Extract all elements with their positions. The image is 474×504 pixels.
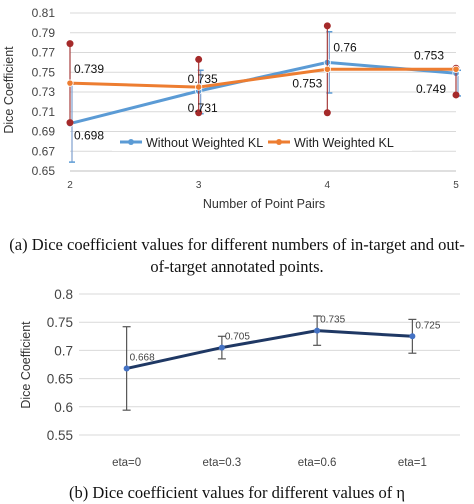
chart-a-data-labels: 0.698 0.731 0.76 0.749 0.739 0.735 0.753 0.753 — [74, 40, 446, 142]
error-cap-bottom — [66, 119, 74, 127]
data-label: 0.76 — [333, 40, 357, 54]
x-tick-label: 4 — [325, 180, 331, 191]
y-tick-label: 0.6 — [54, 400, 73, 415]
series-point — [323, 65, 331, 73]
y-tick-label: 0.67 — [32, 144, 56, 158]
data-label: 0.705 — [225, 332, 250, 343]
x-tick-label: 3 — [196, 180, 202, 191]
error-cap-bottom — [323, 109, 331, 117]
chart-a-x-ticks: 2 3 4 5 — [67, 180, 459, 191]
y-tick-label: 0.71 — [32, 105, 56, 119]
series-point — [452, 65, 460, 73]
y-tick-label: 0.55 — [47, 428, 73, 443]
y-tick-label: 0.77 — [32, 46, 56, 60]
chart-b-x-ticks: eta=0 eta=0.3 eta=0.6 eta=1 — [112, 457, 427, 469]
chart-b-caption: (b) Dice coefficient values for differen… — [68, 483, 406, 502]
y-tick-label: 0.81 — [32, 6, 56, 20]
data-label: 0.753 — [414, 48, 444, 62]
chart-a-y-axis-label: Dice Coefficient — [2, 46, 16, 134]
chart-b: 0.55 0.6 0.65 0.7 0.75 0.8 eta=0 eta=0.3 eta=0.… — [19, 287, 460, 469]
x-tick-label: eta=0.6 — [298, 457, 337, 469]
legend-series-1: Without Weighted KL — [146, 136, 263, 150]
error-cap-bottom — [452, 91, 460, 99]
chart-b-data-labels: 0.668 0.705 0.735 0.725 — [130, 315, 441, 364]
chart-a-y-ticks: 0.65 0.67 0.69 0.71 0.73 0.75 0.77 0.79 0.81 — [32, 6, 56, 178]
x-tick-label: eta=0.3 — [203, 457, 242, 469]
data-label: 0.735 — [188, 72, 218, 86]
error-cap-top — [195, 55, 203, 63]
y-tick-label: 0.7 — [54, 343, 73, 358]
y-tick-label: 0.65 — [47, 372, 73, 387]
data-label: 0.739 — [74, 62, 104, 76]
series-point — [195, 83, 203, 91]
series-point — [66, 79, 74, 87]
y-tick-label: 0.79 — [32, 26, 56, 40]
chart-a-series — [66, 22, 461, 163]
data-label: 0.749 — [416, 82, 446, 96]
data-label: 0.735 — [320, 315, 345, 326]
data-label: 0.725 — [415, 320, 440, 331]
chart-a-x-axis-label: Number of Point Pairs — [203, 197, 325, 211]
data-label: 0.698 — [74, 129, 104, 143]
y-tick-label: 0.8 — [54, 287, 73, 302]
series-point — [314, 327, 321, 334]
series-line — [69, 60, 457, 126]
chart-b-y-ticks: 0.55 0.6 0.65 0.7 0.75 0.8 — [47, 287, 73, 443]
series-point — [409, 333, 416, 340]
series-point — [123, 365, 130, 372]
y-tick-label: 0.75 — [32, 65, 56, 79]
y-tick-label: 0.65 — [32, 164, 56, 178]
legend-series-2: With Weighted KL — [294, 136, 394, 150]
chart-a-legend: Without Weighted KL With Weighted KL — [112, 133, 412, 151]
x-tick-label: 5 — [453, 180, 459, 191]
series-point — [218, 344, 225, 351]
x-tick-label: 2 — [67, 180, 73, 191]
data-label: 0.753 — [292, 76, 322, 90]
chart-b-series — [122, 315, 417, 411]
y-tick-label: 0.75 — [47, 315, 73, 330]
error-cap-top — [323, 22, 331, 30]
error-cap-bottom — [195, 109, 203, 117]
x-tick-label: eta=0 — [112, 457, 141, 469]
chart-b-gridlines — [79, 293, 460, 436]
series-line — [69, 67, 456, 89]
error-cap-top — [66, 40, 74, 48]
y-tick-label: 0.73 — [32, 85, 56, 99]
x-tick-label: eta=1 — [398, 457, 427, 469]
y-tick-label: 0.69 — [32, 125, 56, 139]
series-line — [126, 329, 413, 370]
data-label: 0.731 — [188, 101, 218, 115]
data-label: 0.668 — [130, 352, 155, 363]
chart-a-caption: (a) Dice coefficient values for differen… — [9, 235, 465, 276]
chart-a: 0.65 0.67 0.69 0.71 0.73 0.75 0.77 0.79 0.81 2 3 4… — [2, 6, 461, 211]
chart-a-gridlines — [70, 12, 456, 172]
chart-b-y-axis-label: Dice Coefficient — [19, 321, 33, 409]
